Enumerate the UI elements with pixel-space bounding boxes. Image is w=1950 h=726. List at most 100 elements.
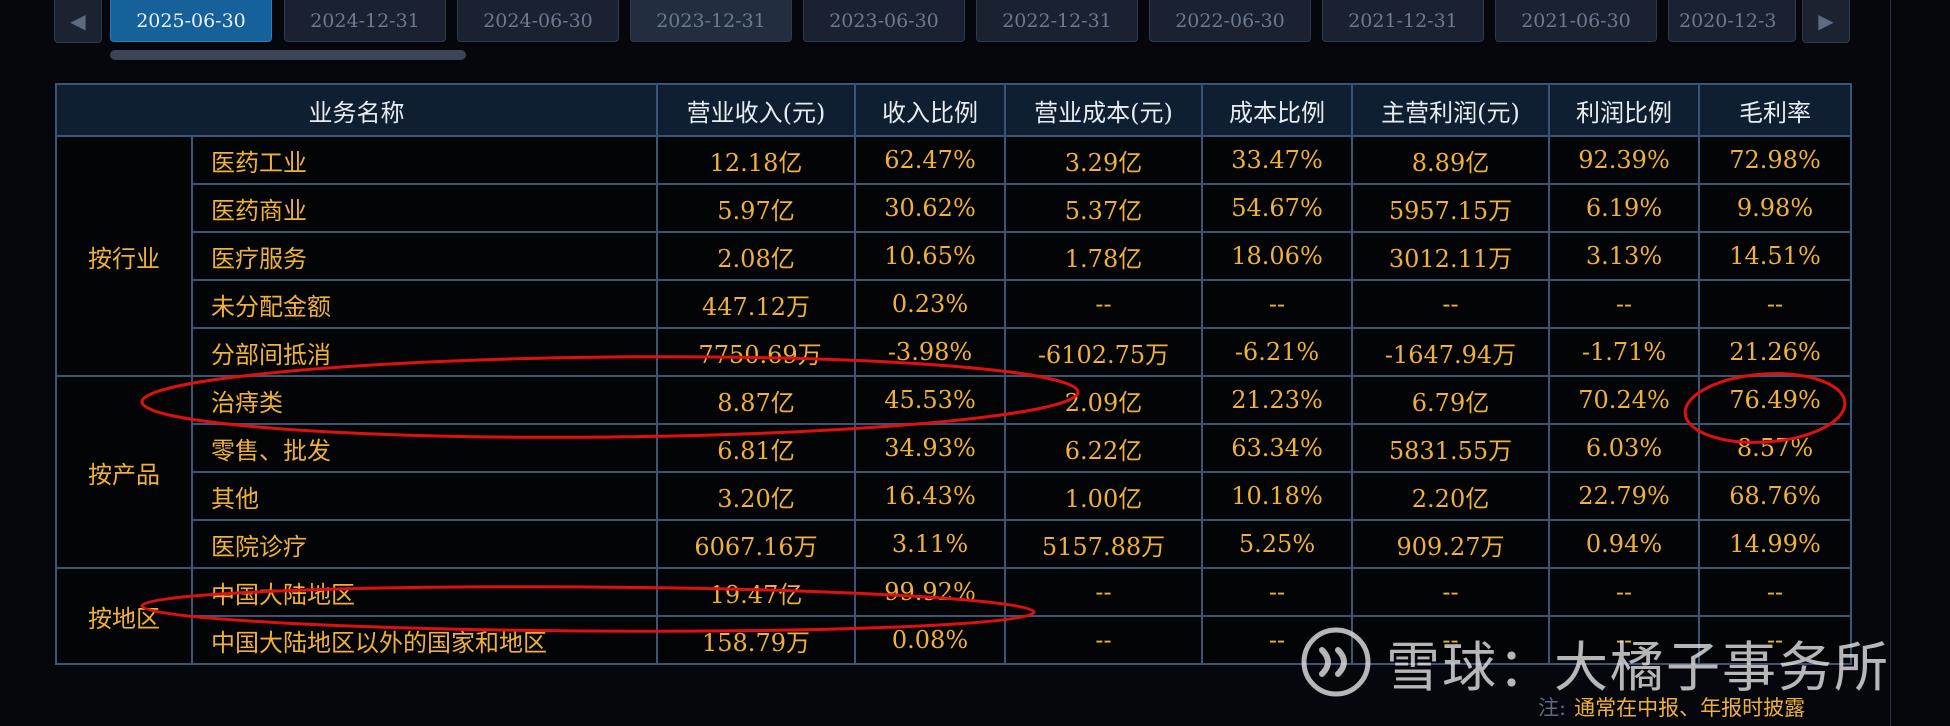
value-cell: -- — [1351, 615, 1550, 665]
value-cell: 18.06% — [1201, 231, 1353, 281]
date-tab[interactable]: 2024-06-30 — [457, 0, 619, 42]
value-cell: 19.47亿 — [656, 567, 856, 617]
group-label: 按行业 — [55, 135, 193, 377]
watermark-text: 雪球：大橘子事务所 — [1386, 635, 1890, 699]
value-cell: 6.19% — [1548, 183, 1700, 233]
date-tab[interactable]: 2023-06-30 — [803, 0, 965, 42]
value-cell: -- — [1201, 279, 1353, 329]
value-cell: -- — [1698, 279, 1852, 329]
group-label: 按产品 — [55, 375, 193, 569]
value-cell: -- — [1004, 567, 1203, 617]
date-tab[interactable]: 2022-06-30 — [1149, 0, 1311, 42]
value-cell: -- — [1548, 567, 1700, 617]
value-cell: 76.49% — [1698, 375, 1852, 425]
table-row: 零售、批发 6.81亿 34.93% 6.22亿 63.34% 5831.55万 6.03%… — [56, 423, 1852, 473]
column-header: 利润比例 — [1548, 83, 1700, 137]
date-tab[interactable]: 2022-12-31 — [976, 0, 1138, 42]
value-cell: 5.25% — [1201, 519, 1353, 569]
value-cell: 22.79% — [1548, 471, 1700, 521]
table-row: 未分配金额 447.12万 0.23% -- -- -- -- -- — [56, 279, 1852, 329]
value-cell: -3.98% — [854, 327, 1006, 377]
business-name-cell: 医疗服务 — [191, 231, 658, 281]
value-cell: 6.03% — [1548, 423, 1700, 473]
business-name-cell: 治痔类 — [191, 375, 658, 425]
column-header: 毛利率 — [1698, 83, 1852, 137]
chevron-right-icon[interactable]: ▶ — [1802, 0, 1850, 43]
value-cell: 9.98% — [1698, 183, 1852, 233]
date-tab[interactable]: 2025-06-30 — [110, 0, 272, 42]
value-cell: -- — [1351, 567, 1550, 617]
value-cell: 3.20亿 — [656, 471, 856, 521]
value-cell: 3012.11万 — [1351, 231, 1550, 281]
value-cell: 14.99% — [1698, 519, 1852, 569]
date-tab[interactable]: 2023-12-31 — [630, 0, 792, 42]
value-cell: -- — [1351, 279, 1550, 329]
value-cell: 447.12万 — [656, 279, 856, 329]
column-header: 业务名称 — [55, 83, 658, 137]
value-cell: 92.39% — [1548, 135, 1700, 185]
value-cell: 6.81亿 — [656, 423, 856, 473]
table-row: 医疗服务 2.08亿 10.65% 1.78亿 18.06% 3012.11万 3.13% 1… — [56, 231, 1852, 281]
value-cell: 8.87亿 — [656, 375, 856, 425]
value-cell: 33.47% — [1201, 135, 1353, 185]
horizontal-scrollbar[interactable] — [110, 50, 466, 60]
table-row: 分部间抵消 -7750.69万 -3.98% -6102.75万 -6.21% -1647… — [56, 327, 1852, 377]
value-cell: 909.27万 — [1351, 519, 1550, 569]
value-cell: 2.20亿 — [1351, 471, 1550, 521]
xueqiu-logo-icon — [1301, 627, 1371, 697]
value-cell: 5957.15万 — [1351, 183, 1550, 233]
value-cell: 6067.16万 — [656, 519, 856, 569]
value-cell: 62.47% — [854, 135, 1006, 185]
value-cell: 2.09亿 — [1004, 375, 1203, 425]
value-cell: 14.51% — [1698, 231, 1852, 281]
table-row: 其他 3.20亿 16.43% 1.00亿 10.18% 2.20亿 22.79% 68.76… — [56, 471, 1852, 521]
table-row: 按行业 医药工业 12.18亿 62.47% 3.29亿 33.47% 8.89亿 92.39… — [55, 135, 1852, 377]
value-cell: 1.00亿 — [1004, 471, 1203, 521]
business-name-cell: 未分配金额 — [191, 279, 658, 329]
value-cell: 6.79亿 — [1351, 375, 1550, 425]
watermark: 雪球：大橘子事务所 — [1300, 622, 1890, 702]
value-cell: 5.37亿 — [1004, 183, 1203, 233]
date-tab[interactable]: 2020-12-3 — [1668, 0, 1796, 42]
table-row: 医药商业 5.97亿 30.62% 5.37亿 54.67% 5957.15万 6.19% 9… — [56, 183, 1852, 233]
business-name-cell: 医药商业 — [191, 183, 658, 233]
chevron-left-icon[interactable]: ◀ — [54, 0, 102, 43]
date-tab[interactable]: 2021-12-31 — [1322, 0, 1484, 42]
group-label: 按地区 — [55, 567, 193, 665]
value-cell: 72.98% — [1698, 135, 1852, 185]
value-cell: -- — [1698, 615, 1852, 665]
business-name-cell: 医院诊疗 — [191, 519, 658, 569]
panel-border — [1890, 0, 1891, 726]
value-cell: -6102.75万 — [1004, 327, 1203, 377]
value-cell: 3.29亿 — [1004, 135, 1203, 185]
value-cell: -7750.69万 — [656, 327, 856, 377]
business-name-cell: 中国大陆地区以外的国家和地区 — [191, 615, 658, 665]
footnote-text: 通常在中报、年报时披露 — [1574, 696, 1806, 720]
value-cell: 68.76% — [1698, 471, 1852, 521]
table-row: 按地区 中国大陆地区 19.47亿 99.92% -- -- -- -- -- — [55, 567, 1852, 665]
value-cell: -6.21% — [1201, 327, 1353, 377]
value-cell: 45.53% — [854, 375, 1006, 425]
table-row: 按产品 治痔类 8.87亿 45.53% 2.09亿 21.23% 6.79亿 70.24% 7… — [55, 375, 1852, 569]
column-header: 成本比例 — [1201, 83, 1353, 137]
date-tab[interactable]: 2021-06-30 — [1495, 0, 1657, 42]
value-cell: 0.08% — [854, 615, 1006, 665]
business-name-cell: 零售、批发 — [191, 423, 658, 473]
value-cell: 2.08亿 — [656, 231, 856, 281]
value-cell: 1.78亿 — [1004, 231, 1203, 281]
column-header: 营业收入(元) — [656, 83, 856, 137]
value-cell: 6.22亿 — [1004, 423, 1203, 473]
date-tab[interactable]: 2024-12-31 — [284, 0, 446, 42]
business-name-cell: 其他 — [191, 471, 658, 521]
value-cell: -- — [1201, 615, 1353, 665]
value-cell: 34.93% — [854, 423, 1006, 473]
column-header: 主营利润(元) — [1351, 83, 1550, 137]
value-cell: -1647.94万 — [1351, 327, 1550, 377]
value-cell: 12.18亿 — [656, 135, 856, 185]
value-cell: 0.94% — [1548, 519, 1700, 569]
value-cell: -- — [1548, 615, 1700, 665]
business-composition-table: 业务名称 营业收入(元) 收入比例 营业成本(元) 成本比例 主营利润(元) 利… — [55, 83, 1852, 665]
column-header: 收入比例 — [854, 83, 1006, 137]
value-cell: 21.26% — [1698, 327, 1852, 377]
value-cell: 10.18% — [1201, 471, 1353, 521]
